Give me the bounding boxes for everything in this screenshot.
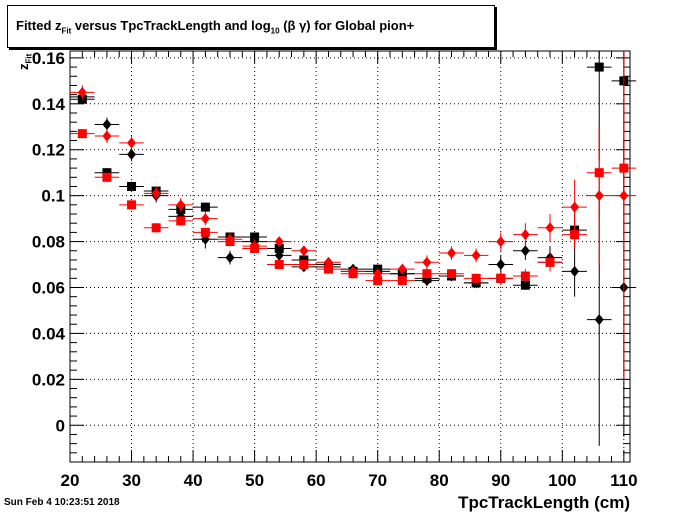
x-tick-label: 70 [368,471,387,490]
x-tick-label: 80 [430,471,449,490]
x-tick-label: 100 [548,471,576,490]
data-point-square [127,200,137,210]
data-point-square [77,129,87,139]
data-point-diamond [594,314,604,326]
data-point-square [176,216,186,226]
title-box: Fitted zFit versus TpcTrackLength and lo… [7,5,495,48]
plot-frame [69,50,631,463]
data-point-square [496,273,506,283]
data-point-square [274,243,284,253]
x-tick-label: 60 [307,471,326,490]
data-point-diamond [274,249,284,261]
data-point-square [520,271,530,281]
data-point-square [299,260,309,270]
x-tick-label: 20 [61,471,80,490]
x-tick-label: 30 [122,471,141,490]
data-point-square [200,202,210,212]
data-point-square [397,276,407,286]
data-point-diamond [77,86,87,98]
data-point-square [323,264,333,274]
data-point-diamond [127,148,137,160]
data-point-diamond [127,137,137,149]
data-point-diamond [176,199,186,211]
data-point-square [102,172,112,182]
y-tick-label: 0.06 [32,278,65,297]
data-point-square [274,260,284,270]
x-tick-label: 110 [610,471,637,490]
data-point-diamond [496,236,506,248]
data-point-diamond [520,229,530,241]
data-point-diamond [520,245,530,257]
y-tick-label: 0.12 [32,141,65,160]
data-point-square [127,181,137,191]
y-tick-label: 0.02 [32,370,65,389]
data-point-square [422,269,432,279]
data-point-diamond [619,190,629,202]
y-tick-label: 0.16 [32,49,65,68]
data-point-diamond [102,130,112,142]
data-point-square [151,223,161,233]
chart-title: Fitted zFit versus TpcTrackLength and lo… [16,18,415,36]
data-point-diamond [373,268,383,280]
y-tick-label: 0.04 [32,324,66,343]
data-point-diamond [299,245,309,257]
x-tick-label: 40 [184,471,203,490]
x-tick-label: 90 [491,471,510,490]
x-axis-label: TpcTrackLength (cm) [458,493,630,512]
y-tick-label: 0 [56,416,65,435]
data-point-diamond [570,265,580,277]
y-tick-label: 0.08 [32,233,65,252]
data-point-diamond [250,240,260,252]
data-point-square [594,62,604,72]
x-tick-label: 50 [245,471,264,490]
data-point-diamond [348,265,358,277]
data-point-diamond [225,233,235,245]
data-point-diamond [471,249,481,261]
data-point-diamond [545,222,555,234]
data-point-square [373,276,383,286]
date-stamp: Sun Feb 4 10:23:51 2018 [4,497,120,508]
data-point-square [200,227,210,237]
data-point-diamond [102,118,112,130]
data-point-diamond [447,247,457,259]
data-point-diamond [274,236,284,248]
data-point-diamond [496,259,506,271]
data-point-diamond [594,190,604,202]
data-point-square [447,269,457,279]
data-point-diamond [323,256,333,268]
data-point-square [545,257,555,267]
data-point-diamond [422,256,432,268]
data-point-square [520,280,530,290]
y-tick-label: 0.14 [32,95,66,114]
y-tick-label: 0.1 [41,187,65,206]
data-point-diamond [570,201,580,213]
data-point-diamond [225,252,235,264]
data-point-diamond [200,213,210,225]
data-point-square [471,273,481,283]
data-point-diamond [397,263,407,275]
y-axis-label: zFit [16,53,34,70]
data-point-diamond [151,187,161,199]
